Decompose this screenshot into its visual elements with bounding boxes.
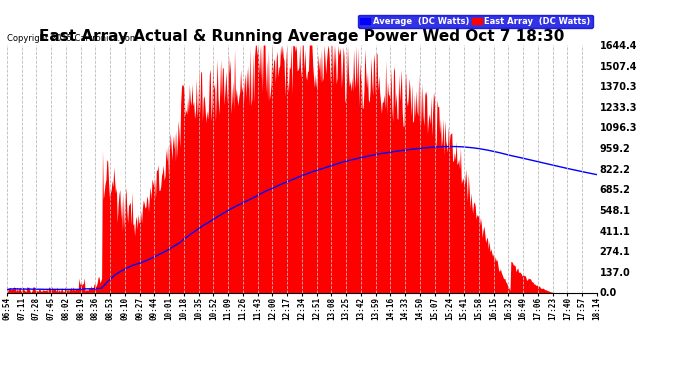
Title: East Array Actual & Running Average Power Wed Oct 7 18:30: East Array Actual & Running Average Powe…: [39, 29, 564, 44]
Text: Copyright 2015 Cartronics.com: Copyright 2015 Cartronics.com: [7, 33, 138, 42]
Legend: Average  (DC Watts), East Array  (DC Watts): Average (DC Watts), East Array (DC Watts…: [358, 15, 593, 28]
